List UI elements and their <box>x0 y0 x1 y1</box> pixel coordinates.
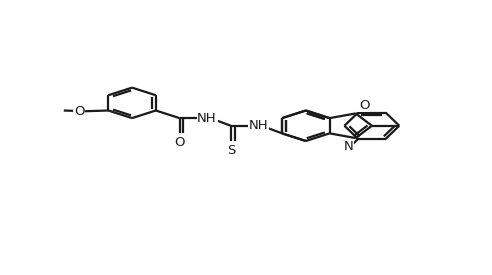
Text: O: O <box>174 136 185 149</box>
Text: O: O <box>359 99 369 112</box>
Text: NH: NH <box>197 112 217 125</box>
Text: S: S <box>227 144 235 156</box>
Text: NH: NH <box>248 119 268 132</box>
Text: N: N <box>344 140 353 153</box>
Text: O: O <box>74 105 85 118</box>
